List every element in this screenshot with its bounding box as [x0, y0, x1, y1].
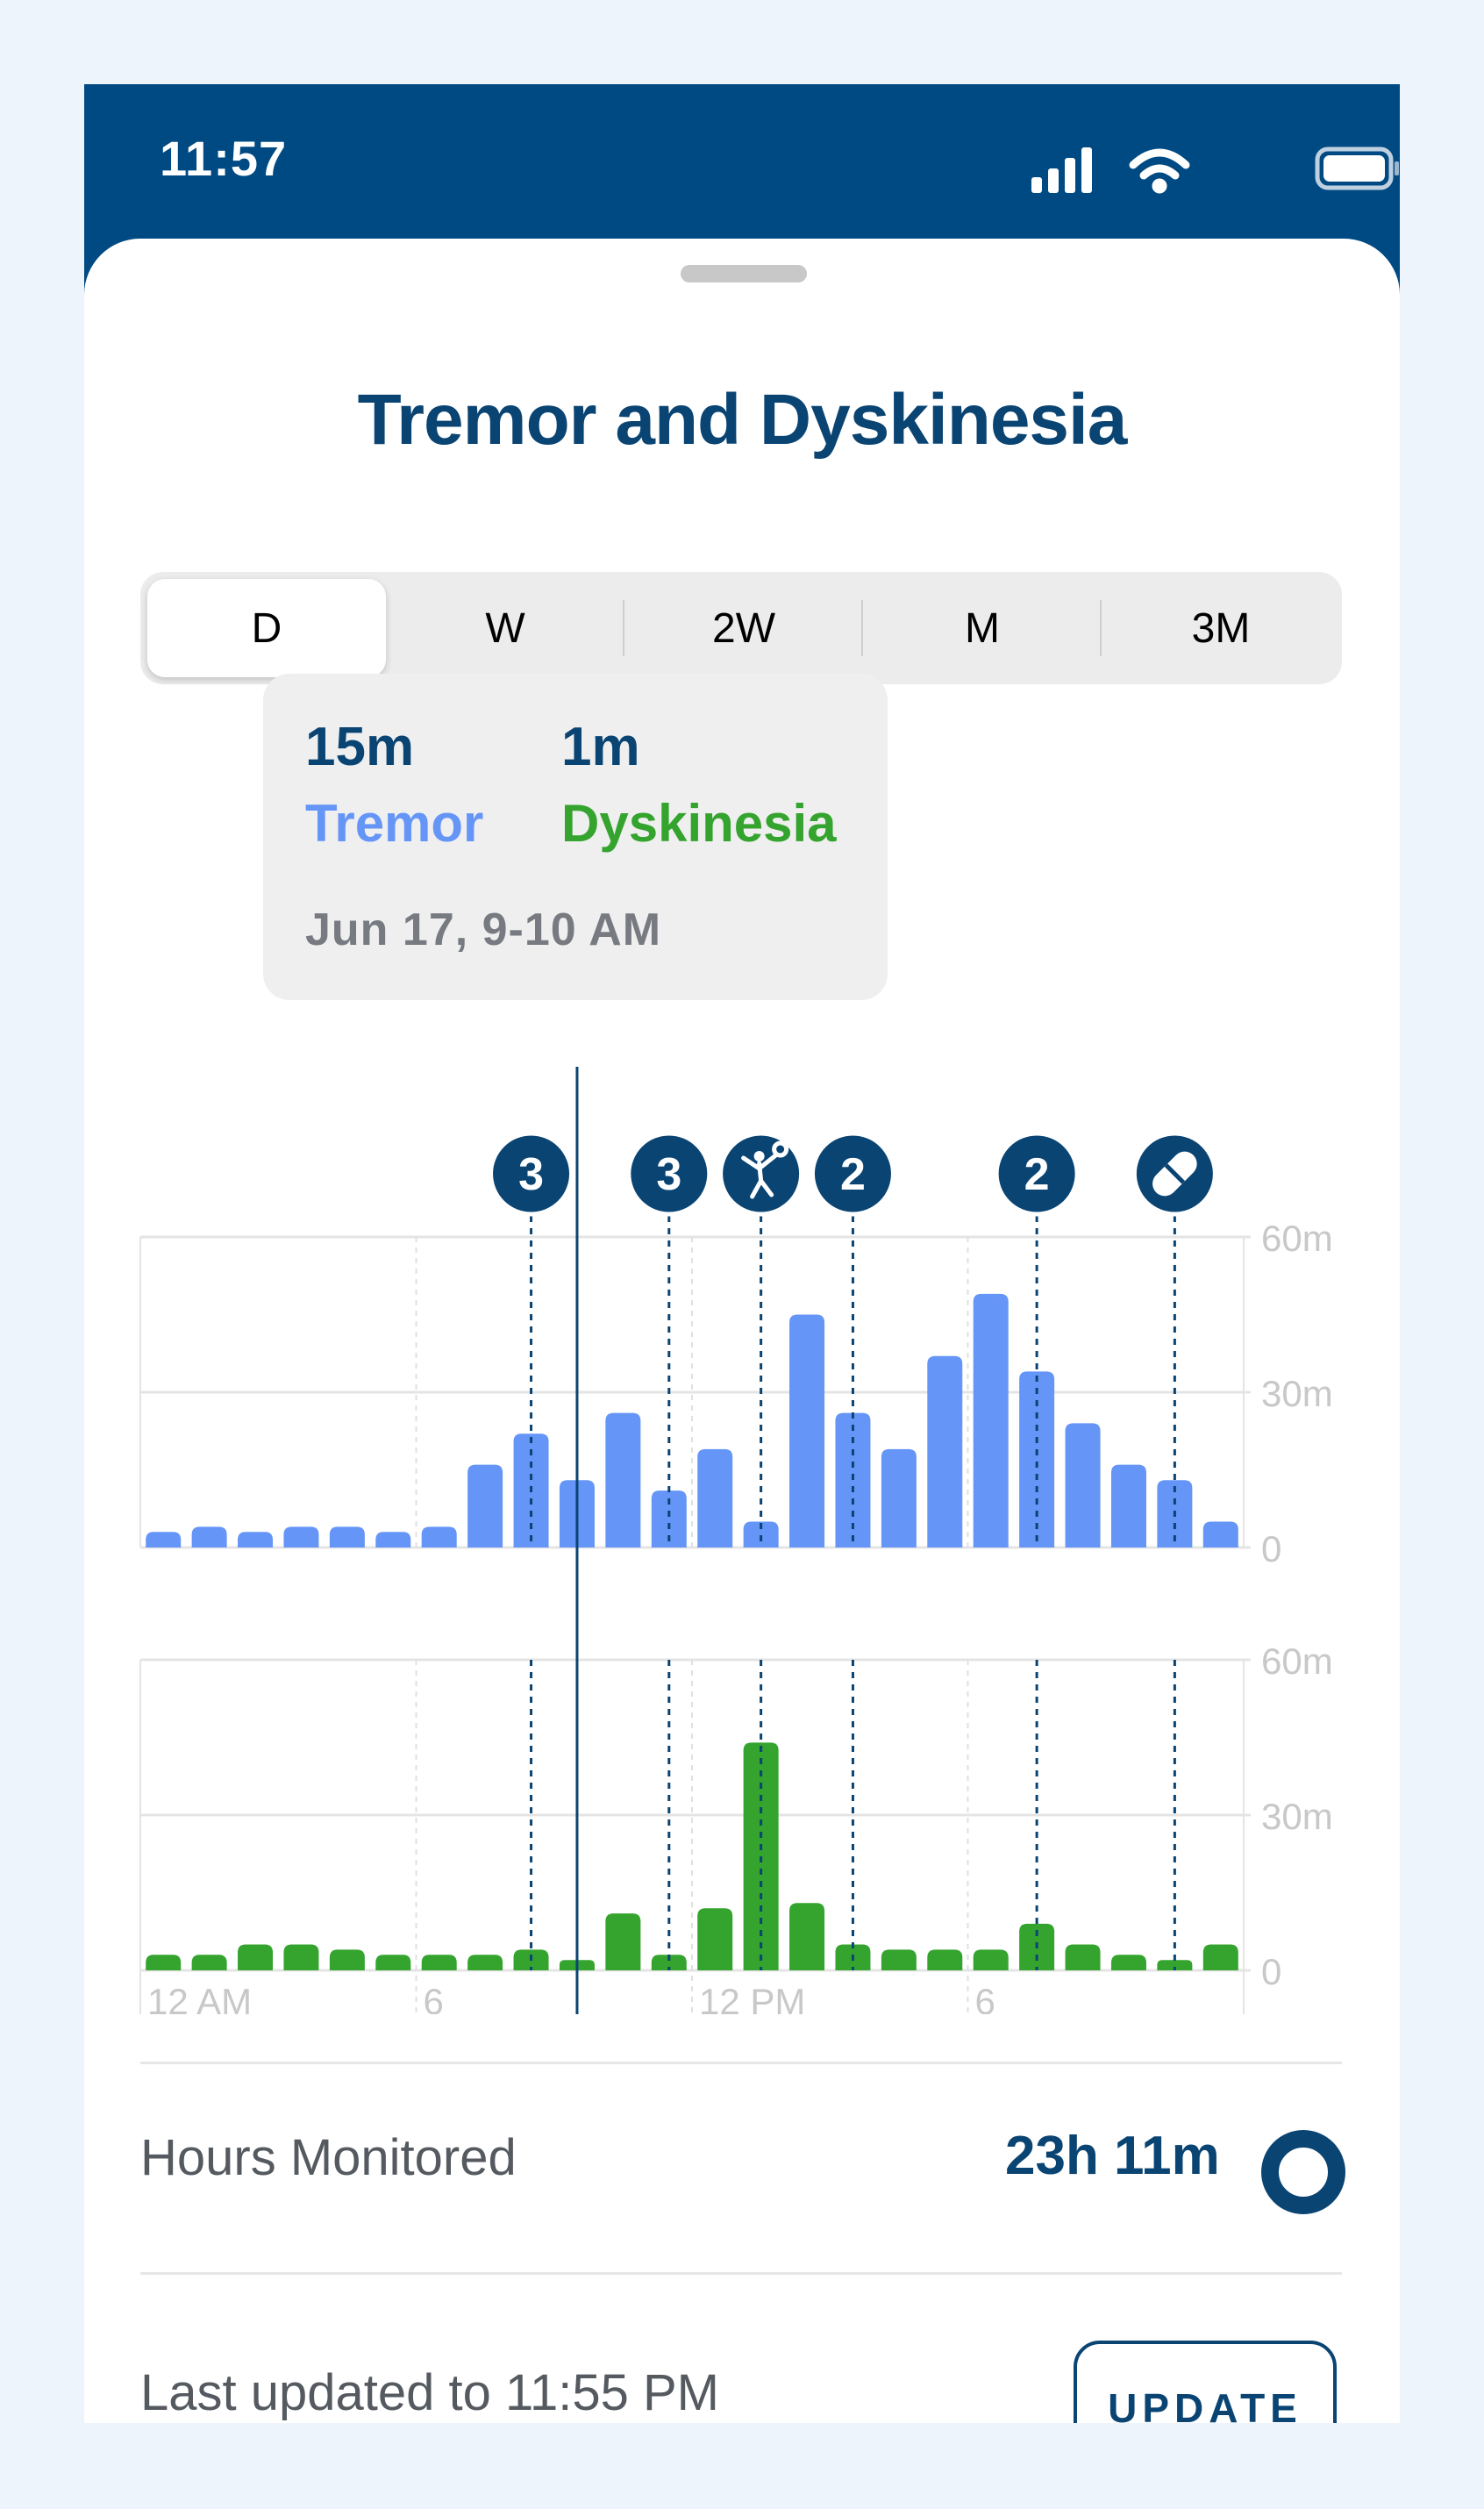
tab-three-months[interactable]: 3M: [1191, 604, 1251, 652]
event-badge-count: 3: [518, 1149, 544, 1200]
divider: [140, 2062, 1342, 2064]
tooltip-tremor-label: Tremor: [305, 794, 484, 853]
dyskinesia-bar[interactable]: [789, 1903, 825, 1970]
status-icons: [1031, 142, 1400, 208]
tremor-bar[interactable]: [283, 1526, 319, 1548]
tremor-bar[interactable]: [1065, 1423, 1101, 1548]
tremor-bar[interactable]: [835, 1412, 871, 1548]
dyskinesia-bar[interactable]: [421, 1955, 457, 1970]
tooltip-tremor-value: 15m: [305, 717, 415, 777]
page-title: Tremor and Dyskinesia: [357, 380, 1128, 460]
tremor-bar[interactable]: [191, 1526, 227, 1548]
divider: [140, 2272, 1342, 2275]
chart-tooltip: 15m 1m Tremor Dyskinesia Jun 17, 9-10 AM: [263, 674, 888, 1000]
wifi-icon: [1129, 148, 1190, 194]
dyskinesia-bar[interactable]: [329, 1949, 365, 1970]
hours-monitored-label: Hours Monitored: [140, 2129, 517, 2186]
pill-icon: [1152, 1151, 1197, 1197]
y-tick-label: 60m: [1261, 1218, 1333, 1259]
exercise-icon: [741, 1140, 789, 1199]
tremor-dyskinesia-chart[interactable]: 60m 30m 0 60m 30m 0 12 AM 6 12 PM 6 3 3 2 2: [84, 84, 1400, 2014]
x-tick-label: 12 PM: [699, 1981, 805, 2014]
tremor-bar[interactable]: [421, 1526, 457, 1548]
dyskinesia-bar[interactable]: [238, 1944, 274, 1971]
y-tick-label: 30m: [1261, 1796, 1333, 1837]
range-selector: D W 2W M 3M: [140, 572, 1342, 684]
tremor-bar[interactable]: [238, 1532, 274, 1548]
tab-separator: [623, 600, 624, 656]
tab-two-weeks[interactable]: 2W: [712, 604, 775, 652]
battery-icon: [1315, 147, 1399, 190]
y-tick-label: 60m: [1261, 1640, 1333, 1682]
tooltip-dyskinesia-value: 1m: [561, 717, 640, 777]
last-updated-label: Last updated to 11:55 PM: [140, 2364, 719, 2421]
x-tick-label: 12 AM: [147, 1981, 252, 2014]
event-badge[interactable]: [626, 1131, 712, 1217]
tremor-bar[interactable]: [927, 1355, 963, 1548]
dyskinesia-bar[interactable]: [605, 1913, 641, 1970]
dyskinesia-bar[interactable]: [1110, 1955, 1146, 1970]
tremor-bar[interactable]: [375, 1532, 411, 1548]
dyskinesia-bar[interactable]: [927, 1949, 963, 1970]
dyskinesia-bar[interactable]: [146, 1955, 182, 1970]
tab-week[interactable]: W: [485, 604, 525, 652]
event-badge[interactable]: [489, 1131, 574, 1217]
tremor-bar[interactable]: [743, 1521, 779, 1548]
dyskinesia-bar[interactable]: [1157, 1960, 1193, 1970]
update-button[interactable]: UPDATE: [1074, 2341, 1337, 2423]
phone-screen: 11:57: [84, 84, 1400, 2423]
hours-monitored-value: 23h 11m: [1005, 2126, 1220, 2186]
tab-day[interactable]: D: [147, 579, 386, 677]
event-badge-count: 3: [656, 1149, 681, 1200]
dyskinesia-bar[interactable]: [1202, 1944, 1238, 1971]
tremor-bar[interactable]: [789, 1314, 825, 1548]
tab-separator: [861, 600, 863, 656]
dyskinesia-bar[interactable]: [1065, 1944, 1101, 1971]
event-badge-count: 2: [840, 1149, 866, 1200]
tremor-bar[interactable]: [467, 1464, 503, 1548]
tooltip-dyskinesia-label: Dyskinesia: [561, 794, 837, 853]
tremor-bar[interactable]: [1202, 1521, 1238, 1548]
y-tick-label: 0: [1261, 1951, 1281, 1992]
tremor-bar[interactable]: [146, 1532, 182, 1548]
tremor-bar[interactable]: [605, 1412, 641, 1548]
dyskinesia-bar[interactable]: [881, 1949, 917, 1970]
dyskinesia-bar[interactable]: [283, 1944, 319, 1971]
dyskinesia-bar[interactable]: [973, 1949, 1009, 1970]
tremor-bar[interactable]: [881, 1448, 917, 1548]
tremor-bar[interactable]: [329, 1526, 365, 1548]
y-tick-label: 30m: [1261, 1373, 1333, 1414]
bottom-sheet: Tremor and Dyskinesia D W 2W M 3M: [84, 239, 1400, 2423]
event-badge[interactable]: [810, 1131, 895, 1217]
signal-icon: [1031, 147, 1092, 193]
progress-ring-icon: [1261, 2130, 1345, 2214]
event-badge-count: 2: [1024, 1149, 1050, 1200]
tremor-bar[interactable]: [973, 1293, 1009, 1548]
tab-separator: [1100, 600, 1102, 656]
sheet-grabber[interactable]: [681, 265, 807, 282]
dyskinesia-bar[interactable]: [467, 1955, 503, 1970]
dyskinesia-bar[interactable]: [191, 1955, 227, 1970]
dyskinesia-bar[interactable]: [375, 1955, 411, 1970]
tremor-bar[interactable]: [697, 1448, 733, 1548]
tab-month[interactable]: M: [965, 604, 1000, 652]
tremor-bar[interactable]: [651, 1490, 687, 1548]
tremor-bar[interactable]: [1019, 1371, 1055, 1548]
x-tick-label: 6: [424, 1981, 444, 2014]
dyskinesia-bar[interactable]: [651, 1955, 687, 1970]
tremor-bar[interactable]: [1110, 1464, 1146, 1548]
tooltip-date: Jun 17, 9-10 AM: [305, 904, 662, 955]
dyskinesia-bar[interactable]: [697, 1908, 733, 1970]
status-time: 11:57: [160, 131, 288, 186]
x-tick-label: 6: [975, 1981, 995, 2014]
y-tick-label: 0: [1261, 1528, 1281, 1569]
event-badge[interactable]: [994, 1131, 1080, 1217]
